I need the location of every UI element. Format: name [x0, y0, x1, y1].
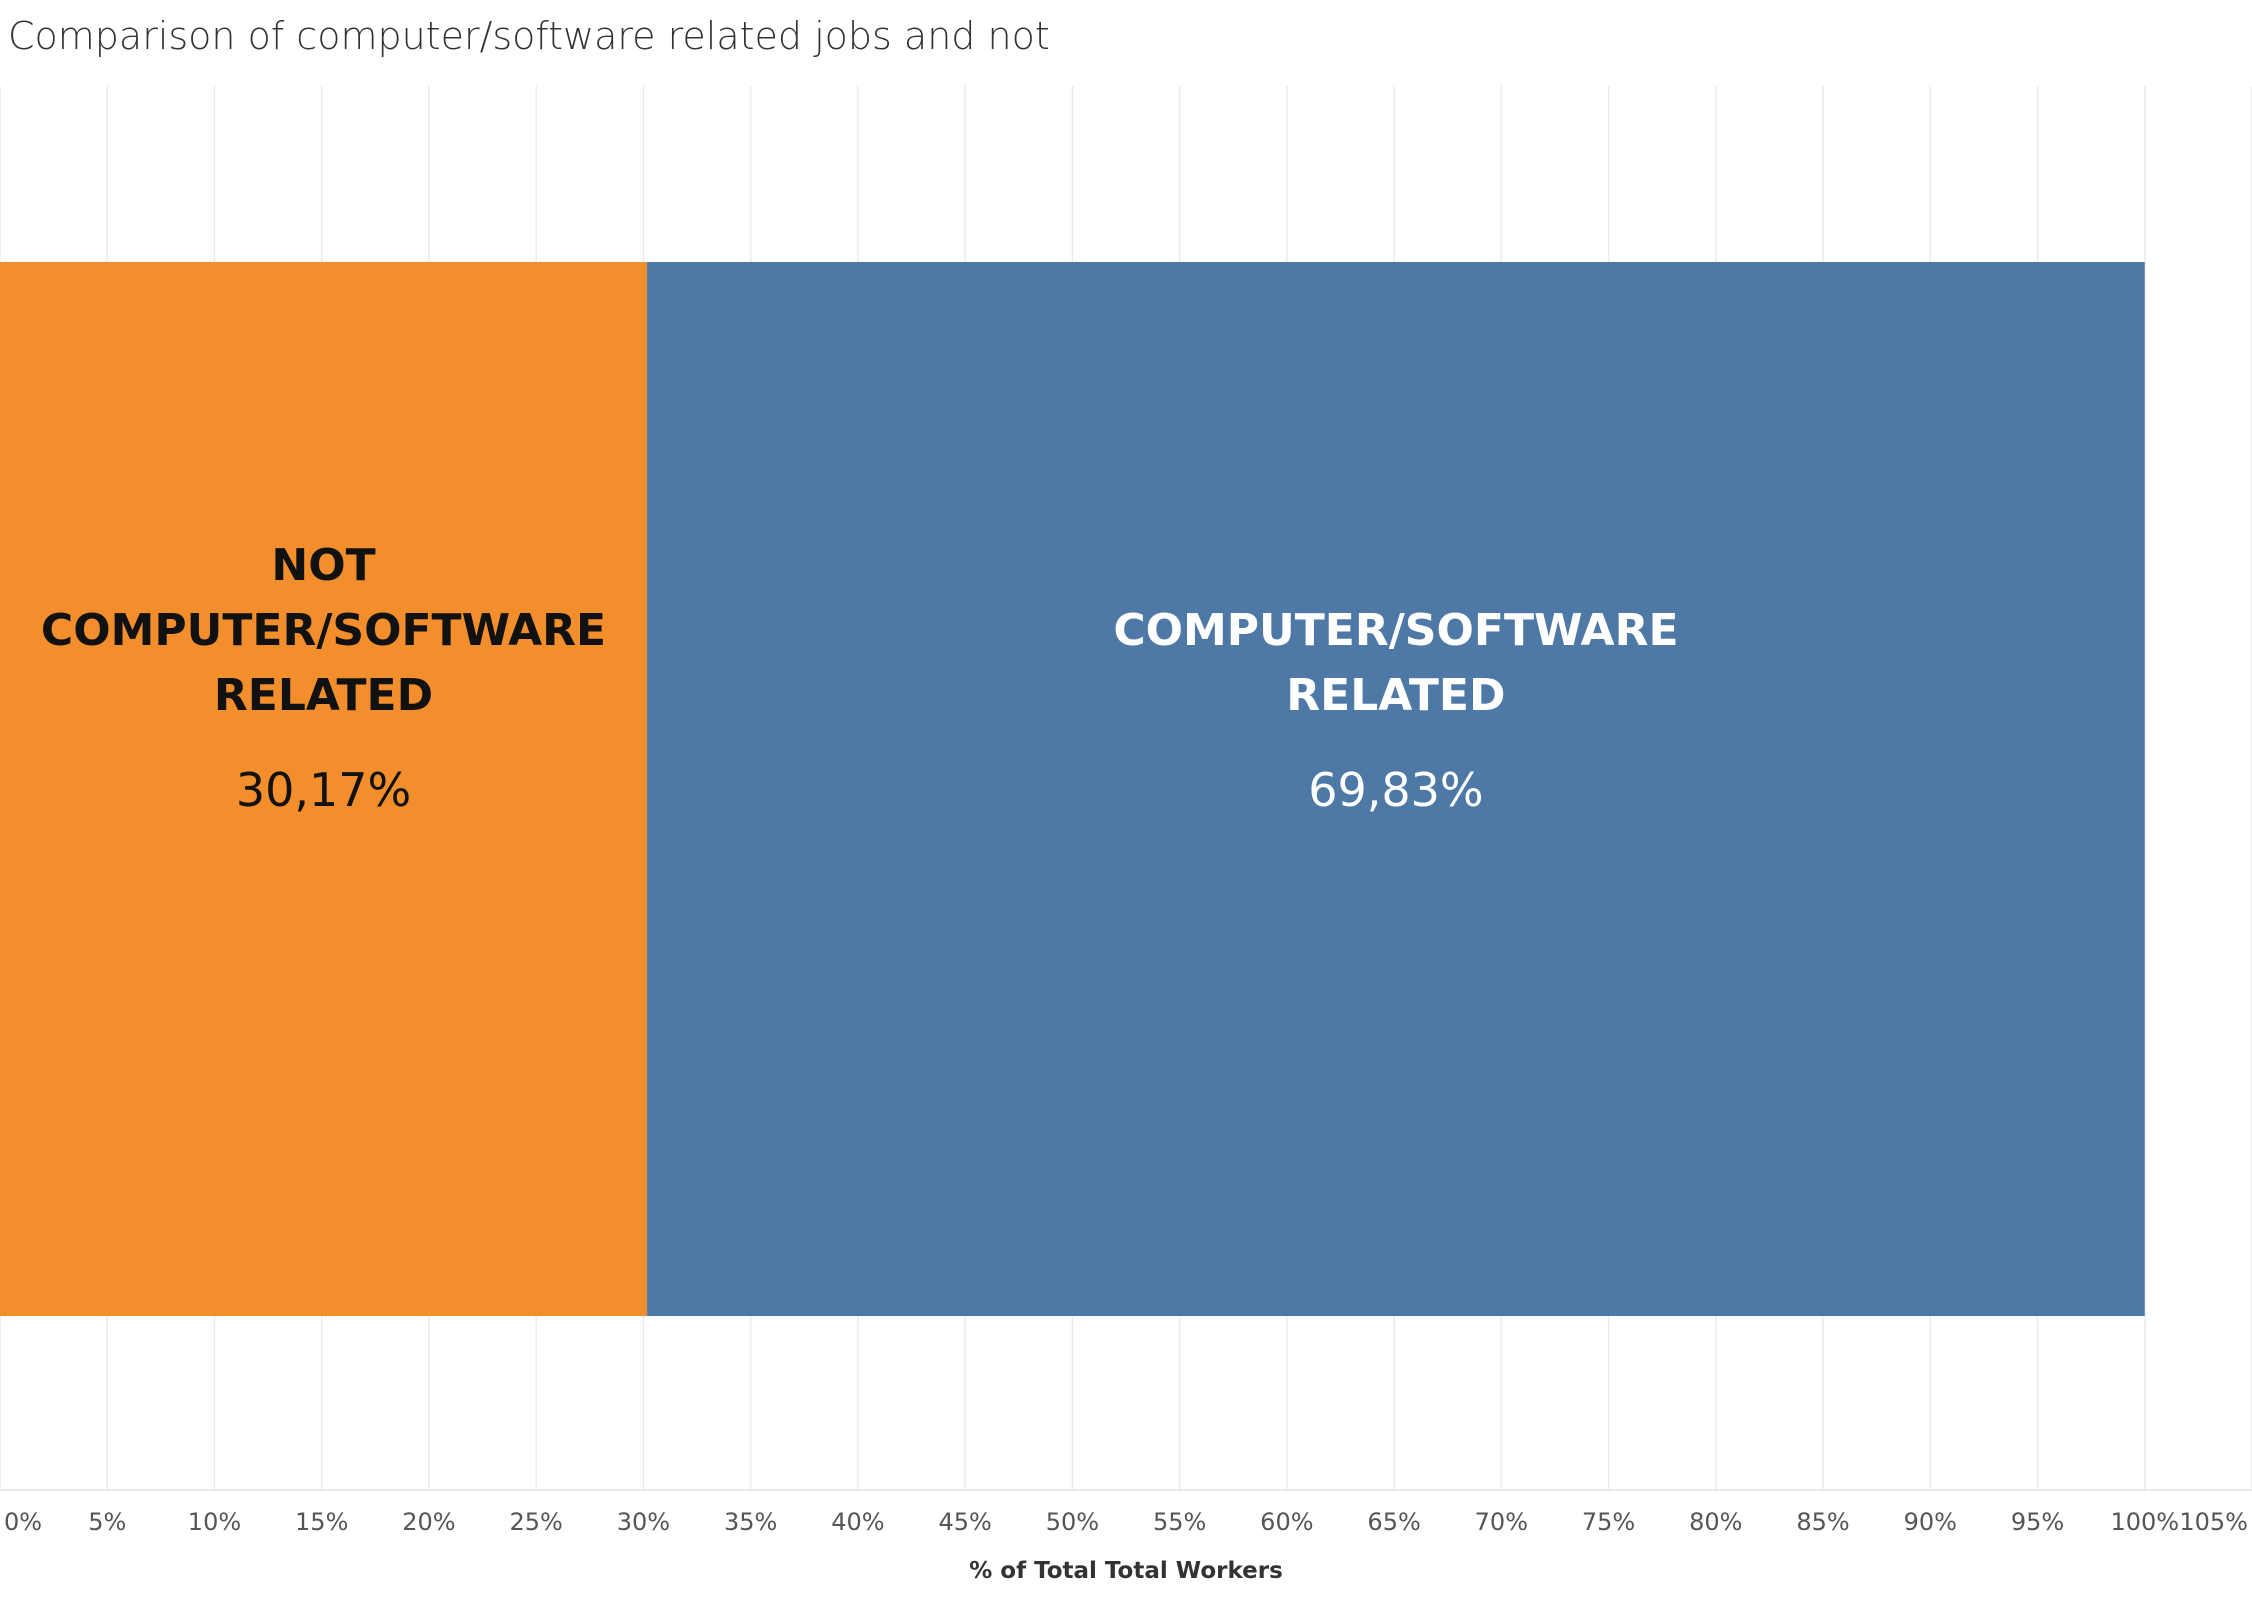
x-tick-label: 5% — [88, 1508, 126, 1536]
x-tick-label: 65% — [1367, 1508, 1420, 1536]
x-tick-label: 40% — [831, 1508, 884, 1536]
chart-title: Comparison of computer/software related … — [8, 14, 1050, 58]
segment-category-label: RELATED — [214, 670, 433, 721]
bar-labels: NOT COMPUTER/SOFTWARE RELATED 30,17% COMPUTE… — [41, 540, 1679, 817]
x-tick-label: 90% — [1904, 1508, 1957, 1536]
segment-category-label: RELATED — [1286, 670, 1505, 721]
x-tick-label: 20% — [402, 1508, 455, 1536]
segment-value-label: 69,83% — [1308, 763, 1483, 817]
x-tick-label: 45% — [938, 1508, 991, 1536]
x-tick-label: 50% — [1046, 1508, 1099, 1536]
x-tick-label: 25% — [510, 1508, 563, 1536]
x-tick-label: 95% — [2011, 1508, 2064, 1536]
x-tick-label: 60% — [1260, 1508, 1313, 1536]
x-axis-title: % of Total Total Workers — [969, 1558, 1283, 1584]
bar-segment — [0, 262, 648, 1316]
bar-segments — [0, 262, 2145, 1316]
segment-category-label: COMPUTER/SOFTWARE — [41, 605, 606, 656]
x-axis-ticks: 0% 5% 10% 15% 20% 25% 30% 35% 40% 45% 50% 55% 60% 65%… — [4, 1508, 2248, 1536]
x-tick-label: 35% — [724, 1508, 777, 1536]
segment-category-label: NOT — [271, 540, 375, 591]
x-tick-label: 30% — [617, 1508, 670, 1536]
x-tick-label: 100% — [2110, 1508, 2179, 1536]
x-tick-label: 80% — [1689, 1508, 1742, 1536]
bar-segment — [647, 262, 2145, 1316]
segment-value-label: 30,17% — [236, 763, 411, 817]
x-tick-label: 15% — [295, 1508, 348, 1536]
segment-category-label: COMPUTER/SOFTWARE — [1113, 605, 1678, 656]
x-tick-label: 0% — [4, 1508, 42, 1536]
x-tick-label: 75% — [1582, 1508, 1635, 1536]
x-tick-label: 105% — [2179, 1508, 2248, 1536]
x-tick-label: 55% — [1153, 1508, 1206, 1536]
x-tick-label: 85% — [1796, 1508, 1849, 1536]
x-tick-label: 10% — [188, 1508, 241, 1536]
x-tick-label: 70% — [1475, 1508, 1528, 1536]
